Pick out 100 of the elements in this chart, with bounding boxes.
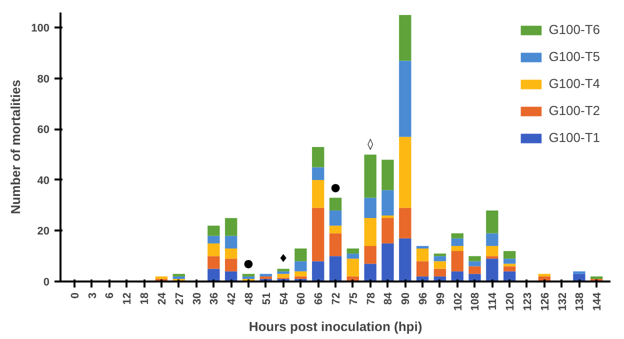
bar xyxy=(277,274,290,278)
bar xyxy=(224,218,238,236)
bar xyxy=(486,256,498,259)
x-tick-label: 132 xyxy=(556,292,569,311)
legend-label: G100-T5 xyxy=(548,49,600,64)
x-tick-label: 0 xyxy=(69,292,82,299)
x-tick-label: 54 xyxy=(278,292,290,305)
bar xyxy=(346,248,359,254)
x-tick-label: 48 xyxy=(243,292,256,305)
bar xyxy=(260,274,272,276)
bar xyxy=(486,258,498,282)
bar xyxy=(312,167,324,180)
bar xyxy=(486,210,498,234)
bar xyxy=(468,256,481,262)
x-tick-label: 51 xyxy=(260,292,273,305)
x-tick-label: 138 xyxy=(574,292,586,311)
bar xyxy=(573,271,586,274)
bar xyxy=(329,256,342,282)
bar xyxy=(172,274,185,276)
bar xyxy=(399,60,412,137)
legend-label: G100-T2 xyxy=(548,103,600,118)
bar xyxy=(399,136,412,208)
y-tick-label: 40 xyxy=(37,174,50,187)
bar xyxy=(468,261,481,266)
annotation: ● xyxy=(330,180,340,194)
y-tick-label: 100 xyxy=(31,22,50,35)
bar xyxy=(208,226,220,236)
y-tick-label: 20 xyxy=(37,226,50,238)
bar xyxy=(346,258,359,276)
bar xyxy=(329,233,342,256)
x-tick-label: 36 xyxy=(208,292,221,305)
x-tick-label: 102 xyxy=(452,292,464,311)
bar xyxy=(364,246,376,264)
x-tick-label: 27 xyxy=(174,292,186,305)
bar xyxy=(208,236,220,244)
bar xyxy=(451,246,464,252)
bar xyxy=(242,274,255,276)
bar xyxy=(329,198,342,210)
x-tick-label: 84 xyxy=(382,292,395,305)
y-tick-label: 80 xyxy=(37,73,50,86)
bar xyxy=(294,261,307,272)
bar xyxy=(451,238,464,246)
x-tick-label: 96 xyxy=(418,292,430,305)
bar xyxy=(486,246,498,256)
bar xyxy=(486,233,498,246)
bar xyxy=(416,261,429,276)
bar xyxy=(224,248,238,259)
bar xyxy=(382,190,394,216)
bar xyxy=(590,276,603,279)
bar xyxy=(434,254,446,256)
legend-label: G100-T1 xyxy=(548,130,600,145)
x-tick-label: 66 xyxy=(313,292,326,305)
x-tick-label: 78 xyxy=(365,292,378,305)
bar xyxy=(155,276,168,279)
bar xyxy=(294,248,307,262)
bar xyxy=(312,261,324,282)
y-tick-label: 0 xyxy=(43,276,50,288)
bar xyxy=(382,218,394,244)
bar xyxy=(294,271,307,276)
x-tick-label: 3 xyxy=(86,292,99,299)
legend-label: G100-T6 xyxy=(548,22,600,37)
bar xyxy=(224,236,238,249)
bar xyxy=(416,246,429,249)
bar xyxy=(503,264,516,266)
bar xyxy=(329,210,342,226)
annotation: ♦ xyxy=(278,252,288,265)
annotation: ◊ xyxy=(368,138,374,151)
bar xyxy=(364,198,376,218)
bar xyxy=(277,271,290,274)
bar xyxy=(382,216,394,218)
x-tick-label: 99 xyxy=(434,292,447,305)
bar xyxy=(208,256,220,269)
bar xyxy=(434,268,446,276)
x-tick-label: 144 xyxy=(592,292,604,311)
bar xyxy=(538,274,550,276)
bar xyxy=(294,276,307,279)
bar xyxy=(172,276,185,279)
x-axis-title: Hours post inoculation (hpi) xyxy=(248,318,422,334)
bar xyxy=(503,266,516,272)
x-tick-label: 120 xyxy=(504,292,517,311)
x-tick-label: 114 xyxy=(487,292,500,310)
bar xyxy=(434,256,446,262)
x-tick-label: 12 xyxy=(122,292,134,305)
bar xyxy=(451,233,464,238)
bar xyxy=(242,276,255,279)
bar xyxy=(434,261,446,269)
bar xyxy=(277,268,290,272)
bar xyxy=(503,258,516,264)
bar xyxy=(346,254,359,259)
bar xyxy=(224,258,238,272)
legend-label: G100-T4 xyxy=(548,76,600,91)
x-tick-label: 75 xyxy=(348,292,360,305)
bar xyxy=(382,243,394,282)
x-tick-label: 126 xyxy=(539,292,552,311)
bar xyxy=(364,154,376,198)
bar xyxy=(312,180,324,208)
bar xyxy=(416,248,429,262)
x-tick-label: 30 xyxy=(191,292,204,305)
bar xyxy=(503,251,516,259)
x-tick-label: 72 xyxy=(330,292,342,305)
